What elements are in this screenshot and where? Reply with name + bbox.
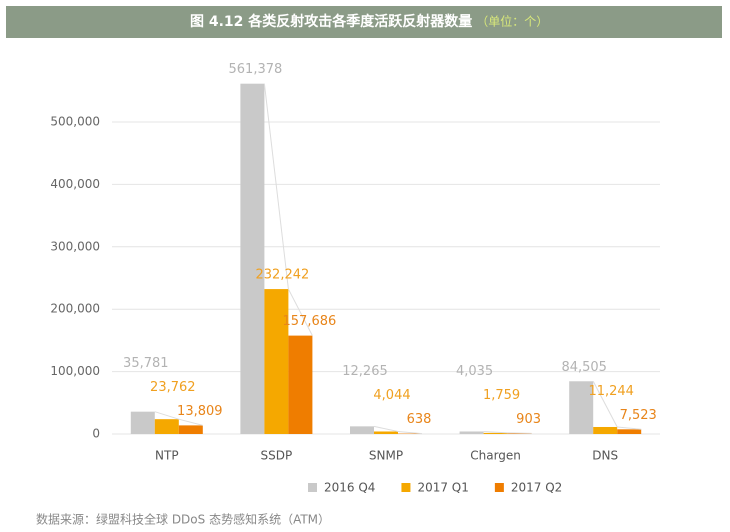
bar bbox=[507, 433, 532, 434]
connector-line bbox=[483, 430, 508, 434]
data-label: 903 bbox=[516, 412, 541, 427]
bar bbox=[617, 429, 642, 434]
x-tick-label: DNS bbox=[592, 449, 618, 463]
connector-line bbox=[617, 426, 642, 430]
bar bbox=[593, 426, 618, 434]
bar bbox=[240, 83, 265, 434]
data-label: 232,242 bbox=[256, 268, 310, 283]
bar bbox=[288, 335, 313, 434]
data-label: 84,505 bbox=[561, 360, 607, 375]
connector-line bbox=[397, 430, 423, 435]
data-label: 4,035 bbox=[456, 364, 493, 379]
legend-label: 2017 Q1 bbox=[417, 481, 468, 495]
bar bbox=[569, 381, 594, 434]
bar bbox=[350, 426, 374, 434]
legend-swatch bbox=[308, 483, 317, 492]
connector-line bbox=[263, 83, 289, 290]
legend-swatch bbox=[494, 483, 504, 492]
connector-line bbox=[373, 425, 399, 432]
data-label: 4,044 bbox=[373, 388, 410, 403]
bar bbox=[178, 425, 203, 434]
data-label: 157,686 bbox=[283, 314, 337, 329]
data-label: 11,244 bbox=[588, 384, 634, 399]
y-tick-label: 200,000 bbox=[50, 302, 100, 316]
y-tick-label: 500,000 bbox=[50, 115, 100, 129]
x-tick-label: Chargen bbox=[470, 449, 521, 463]
bar bbox=[459, 431, 484, 434]
data-label: 638 bbox=[407, 412, 432, 427]
y-tick-label: 100,000 bbox=[50, 364, 100, 378]
y-tick-label: 0 bbox=[92, 427, 100, 441]
connector-line bbox=[154, 411, 179, 420]
data-label: 1,759 bbox=[483, 388, 520, 403]
data-label: 12,265 bbox=[342, 364, 388, 379]
data-label: 35,781 bbox=[123, 356, 169, 371]
data-label: 7,523 bbox=[620, 408, 657, 423]
connector-line bbox=[287, 288, 313, 336]
title-bar bbox=[6, 6, 722, 38]
connector-line bbox=[178, 418, 203, 426]
bar bbox=[483, 432, 508, 434]
legend-swatch bbox=[401, 483, 411, 492]
bar bbox=[264, 289, 289, 434]
unit-label: （单位：个） bbox=[476, 14, 548, 29]
x-tick-label: SSDP bbox=[261, 449, 293, 463]
data-label: 561,378 bbox=[229, 62, 283, 77]
x-tick-label: SNMP bbox=[369, 449, 403, 463]
bar bbox=[130, 411, 155, 434]
connector-line bbox=[592, 381, 618, 428]
connector-line bbox=[507, 432, 532, 434]
bar bbox=[374, 431, 398, 434]
x-tick-label: NTP bbox=[155, 449, 179, 463]
legend-label: 2016 Q4 bbox=[324, 481, 375, 495]
bar bbox=[154, 419, 179, 434]
y-tick-label: 300,000 bbox=[50, 239, 100, 253]
data-label: 23,762 bbox=[150, 380, 196, 395]
y-tick-label: 400,000 bbox=[50, 177, 100, 191]
source-note: 数据来源：绿盟科技全球 DDoS 态势感知系统（ATM） bbox=[36, 512, 330, 527]
legend-label: 2017 Q2 bbox=[511, 481, 562, 495]
data-label: 13,809 bbox=[177, 404, 223, 419]
chart-title: 图 4.12 各类反射攻击各季度活跃反射器数量 bbox=[190, 13, 472, 30]
